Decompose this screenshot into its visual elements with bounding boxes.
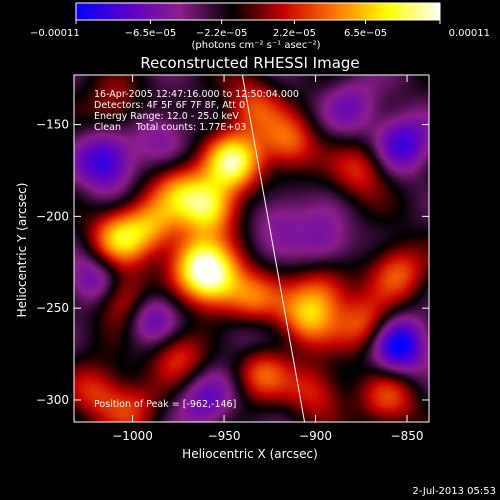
info-line-time: 16-Apr-2005 12:47:16.000 to 12:50:04.000	[94, 89, 299, 100]
x-tick-label: −850	[391, 429, 424, 443]
info-line-detectors: Detectors: 4F 5F 6F 7F 8F, Att 0	[94, 100, 245, 111]
colorbar-tick-label: −2.2e−05	[196, 28, 248, 39]
colorbar-tick-label: 6.5e−05	[344, 28, 387, 39]
chart-title: Reconstructed RHESSI Image	[140, 54, 359, 72]
colorbar-tick-label: −6.5e−05	[125, 28, 177, 39]
heatmap-image	[74, 75, 429, 422]
y-tick-label: −250	[36, 301, 69, 315]
colorbar-ticks: −0.00011 −6.5e−05 −2.2e−05 2.2e−05 6.5e−05 0.…	[30, 20, 490, 39]
x-tick-label: −950	[208, 429, 241, 443]
x-axis-label: Heliocentric X (arcsec)	[182, 447, 318, 461]
y-tick-label: −150	[36, 118, 69, 132]
colorbar-tick-label: −0.00011	[30, 28, 80, 39]
info-text-block: 16-Apr-2005 12:47:16.000 to 12:50:04.000…	[94, 89, 299, 133]
solar-limb-line	[241, 75, 306, 422]
x-tick-label: −900	[299, 429, 332, 443]
plot-frame	[73, 74, 430, 423]
peak-position-label: Position of Peak = [-962,-146]	[94, 399, 236, 410]
info-line-counts: Clean Total counts: 1.77E+03	[94, 122, 246, 133]
colorbar-tick-label: 2.2e−05	[273, 28, 316, 39]
y-axis-ticks: −150 −200 −250 −300	[36, 118, 429, 407]
y-tick-label: −200	[36, 209, 69, 223]
y-axis-label: Heliocentric Y (arcsec)	[15, 183, 29, 318]
footer-timestamp: 2-Jul-2013 05:53	[412, 486, 496, 497]
x-tick-label: −1000	[112, 429, 153, 443]
y-tick-label: −300	[36, 393, 69, 407]
x-axis-ticks: −1000 −950 −900 −850	[112, 75, 424, 443]
colorbar-tick-label: 0.00011	[449, 28, 490, 39]
info-line-energy: Energy Range: 12.0 - 25.0 keV	[94, 111, 239, 122]
colorbar-unit-label: (photons cm⁻² s⁻¹ asec⁻²)	[191, 40, 320, 51]
colorbar	[75, 2, 441, 21]
